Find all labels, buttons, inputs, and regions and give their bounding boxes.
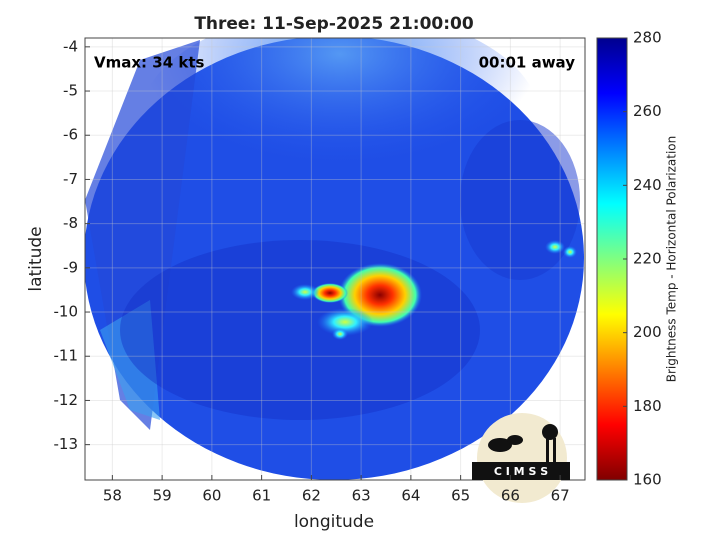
y-tick-label: -6 [63, 126, 78, 144]
x-tick-label: 66 [501, 487, 520, 505]
x-tick-label: 64 [401, 487, 420, 505]
x-tick-label: 60 [202, 487, 221, 505]
y-tick-label: -7 [63, 170, 78, 188]
colorbar-tick-label: 200 [633, 323, 662, 341]
y-axis-label: latitude [26, 226, 46, 291]
colorbar-label: Brightness Temp - Horizontal Polarizatio… [665, 136, 679, 383]
colorbar-tick-label: 280 [633, 29, 662, 47]
x-tick-label: 63 [352, 487, 371, 505]
y-tick-label: -4 [63, 37, 78, 55]
colorbar-tick-label: 180 [633, 397, 662, 415]
y-tick-label: -9 [63, 258, 78, 276]
colorbar-tick-label: 220 [633, 250, 662, 268]
y-tick-label: -10 [54, 303, 79, 321]
colorbar-tick-label: 260 [633, 102, 662, 120]
x-axis-label: longitude [294, 512, 374, 532]
colorbar-tick-label: 240 [633, 176, 662, 194]
x-tick-label: 62 [302, 487, 321, 505]
annotation: 00:01 away [479, 54, 576, 72]
y-tick-label: -12 [54, 391, 79, 409]
cimss-logo: C I M S S [472, 413, 570, 503]
logo-text: C I M S S [494, 465, 548, 478]
satellite-image [85, 38, 584, 480]
annotation: Vmax: 34 kts [94, 54, 204, 72]
axes-box [84, 37, 586, 481]
y-tick-label: -13 [54, 435, 79, 453]
x-tick-label: 58 [103, 487, 122, 505]
y-tick-label: -8 [63, 214, 78, 232]
chart-title: Three: 11-Sep-2025 21:00:00 [194, 14, 474, 34]
colorbar-tick-label: 160 [633, 471, 662, 489]
y-tick-label: -5 [63, 82, 78, 100]
colorbar [596, 37, 628, 481]
x-tick-label: 59 [153, 487, 172, 505]
x-tick-label: 65 [451, 487, 470, 505]
x-tick-label: 67 [551, 487, 570, 505]
y-tick-label: -11 [54, 347, 79, 365]
x-tick-label: 61 [252, 487, 271, 505]
